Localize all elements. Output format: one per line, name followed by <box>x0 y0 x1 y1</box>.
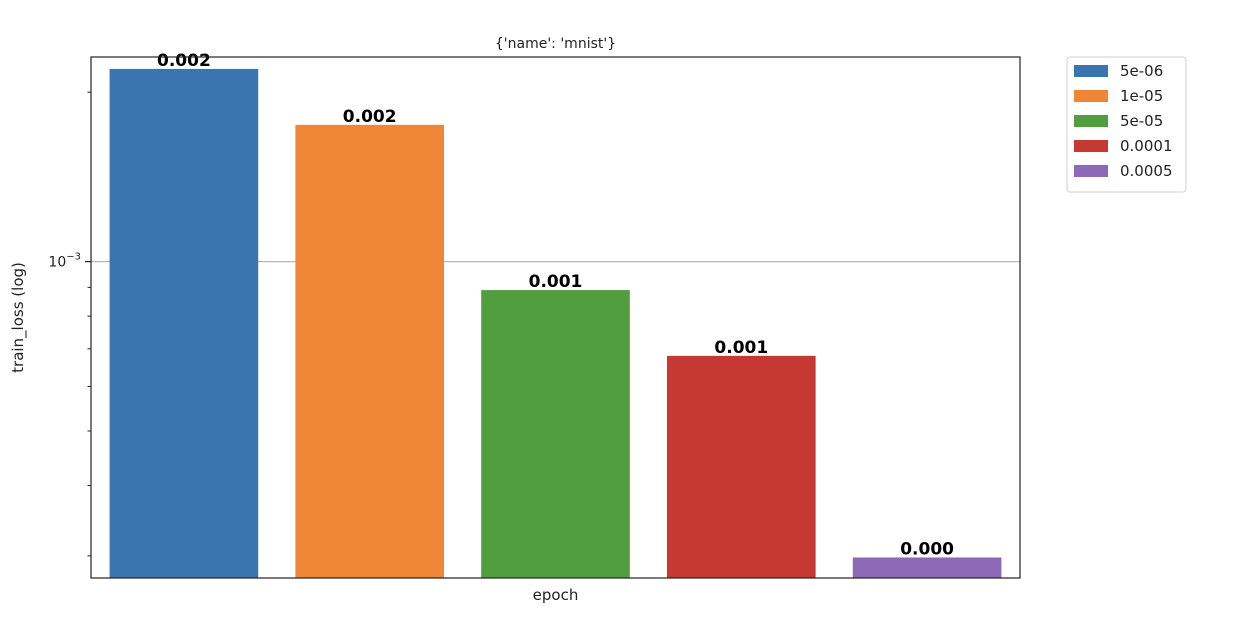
legend-swatch <box>1074 165 1108 177</box>
legend-entry: 1e-05 <box>1120 87 1163 105</box>
bar-1e-05 <box>295 124 445 578</box>
bar-0.0001 <box>666 355 816 578</box>
legend-swatch <box>1074 65 1108 77</box>
data-label: 0.002 <box>157 51 211 71</box>
chart-title: {'name': 'mnist'} <box>495 36 616 52</box>
bar-5e-05 <box>481 290 630 578</box>
legend-entry: 0.0005 <box>1120 162 1173 180</box>
minor-ticks <box>87 91 91 557</box>
legend-entry: 5e-06 <box>1120 62 1163 80</box>
data-label: 0.002 <box>343 107 397 127</box>
legend: 5e-06 1e-05 5e-05 0.0001 0.0005 <box>1066 56 1187 193</box>
y-axis-label: train_loss (log) <box>9 262 28 373</box>
x-axis-label: epoch <box>533 586 579 604</box>
data-label: 0.001 <box>714 338 768 358</box>
data-labels: 0.002 0.002 0.001 0.001 0.000 <box>157 51 954 560</box>
bars <box>109 68 1002 579</box>
bar-5e-06 <box>109 68 259 579</box>
bar-0.0005 <box>852 557 1002 578</box>
legend-entry: 0.0001 <box>1120 137 1173 155</box>
legend-entry: 5e-05 <box>1120 112 1163 130</box>
y-tick-label: 10−3 <box>48 252 81 271</box>
plot-frame <box>90 56 1021 579</box>
legend-swatch <box>1074 90 1108 102</box>
data-label: 0.001 <box>529 272 583 292</box>
data-label: 0.000 <box>900 539 954 559</box>
major-ticks: 10−3 <box>48 252 91 271</box>
legend-swatch <box>1074 115 1108 127</box>
legend-swatch <box>1074 140 1108 152</box>
